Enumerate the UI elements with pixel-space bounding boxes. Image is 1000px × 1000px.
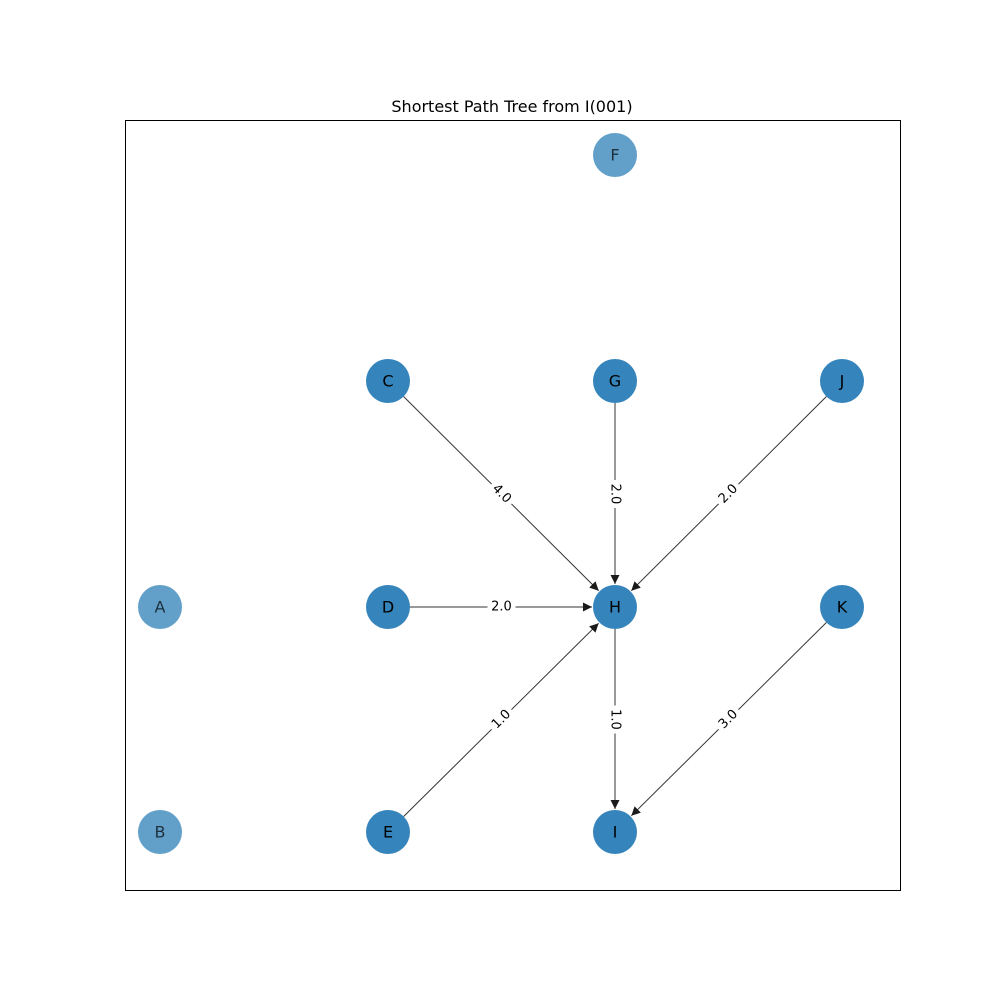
plot-frame <box>125 120 901 891</box>
edge-label-background <box>712 478 745 510</box>
node-circle <box>593 133 637 177</box>
edge-weight-label: 2.0 <box>491 600 512 615</box>
node-circle <box>593 810 637 854</box>
edge-weight-label-group: 2.0 <box>487 599 516 615</box>
edge-label-background <box>485 478 518 510</box>
node-d: D <box>366 585 410 629</box>
node-label: D <box>382 598 394 617</box>
edge-label-background <box>607 480 623 508</box>
node-c: C <box>366 359 410 403</box>
edge-label-background <box>607 705 623 734</box>
node-circle <box>366 359 410 403</box>
node-label: A <box>155 598 166 617</box>
edge-labels-layer: 4.0 2.0 2.02.01.0 1.0 3.0 <box>485 478 745 736</box>
edge-weight-label-group: 2.0 <box>607 480 623 508</box>
node-circle <box>366 810 410 854</box>
node-label: K <box>837 598 848 617</box>
node-circle <box>366 585 410 629</box>
node-label: J <box>839 372 845 391</box>
node-a: A <box>138 585 182 629</box>
edge-weight-label-group: 1.0 <box>607 705 623 734</box>
node-label: I <box>613 823 618 842</box>
node-k: K <box>820 585 864 629</box>
nodes-layer: A B C D E F G H I J K <box>138 133 864 854</box>
edge-label-background <box>485 703 518 736</box>
node-label: H <box>609 598 621 617</box>
node-circle <box>593 585 637 629</box>
node-f: F <box>593 133 637 177</box>
node-circle <box>138 585 182 629</box>
node-b: B <box>138 810 182 854</box>
node-label: C <box>382 372 393 391</box>
node-circle <box>820 585 864 629</box>
node-label: F <box>610 146 619 165</box>
node-e: E <box>366 810 410 854</box>
edge-label-background <box>712 703 745 736</box>
edge-label-background <box>487 599 516 615</box>
node-label: G <box>609 372 621 391</box>
node-i: I <box>593 810 637 854</box>
figure-title: Shortest Path Tree from I(001) <box>391 97 632 116</box>
node-h: H <box>593 585 637 629</box>
node-g: G <box>593 359 637 403</box>
node-j: J <box>820 359 864 403</box>
edge-weight-label: 2.0 <box>608 484 623 505</box>
node-label: B <box>155 823 166 842</box>
node-circle <box>138 810 182 854</box>
edge-weight-label: 1.0 <box>608 709 623 730</box>
node-circle <box>820 359 864 403</box>
node-label: E <box>383 823 393 842</box>
node-circle <box>593 359 637 403</box>
